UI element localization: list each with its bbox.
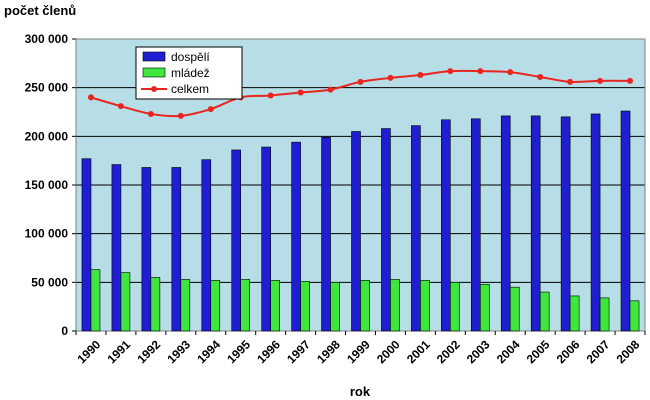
x-axis-title: rok — [350, 384, 371, 399]
point-celkem-2008 — [627, 77, 634, 84]
point-celkem-1991 — [117, 103, 124, 110]
y-tick-label: 0 — [61, 324, 68, 338]
bar-dospělí-1997 — [291, 141, 301, 332]
x-tick-label: 1999 — [344, 337, 373, 366]
bar-dospělí-1996 — [261, 146, 271, 332]
x-tick-label: 1993 — [164, 337, 193, 366]
bar-dospělí-1992 — [141, 167, 152, 332]
bar-mládež-1991 — [120, 272, 131, 332]
bar-mládež-1993 — [180, 279, 191, 332]
x-tick-label: 2000 — [374, 337, 403, 366]
bar-dospělí-2002 — [441, 119, 451, 332]
bar-mládež-2004 — [509, 286, 520, 332]
x-tick-label: 2004 — [494, 337, 523, 366]
y-tick-label: 100 000 — [25, 227, 69, 241]
point-celkem-2001 — [417, 72, 424, 79]
x-tick-label: 1991 — [104, 337, 133, 366]
x-tick-label: 2008 — [614, 337, 643, 366]
bar-mládež-1990 — [90, 269, 101, 332]
bar-mládež-2001 — [420, 280, 430, 332]
bar-mládež-1995 — [240, 279, 251, 332]
bar-mládež-2003 — [479, 283, 490, 332]
point-celkem-1994 — [207, 106, 214, 113]
x-tick-label: 2006 — [554, 337, 583, 366]
x-tick-label: 2005 — [524, 337, 553, 366]
bar-mládež-1994 — [210, 280, 221, 332]
legend-label-celkem: celkem — [171, 82, 209, 96]
bar-dospělí-2008 — [620, 110, 631, 332]
bar-mládež-1999 — [360, 280, 370, 332]
point-celkem-2007 — [597, 77, 604, 84]
bar-mládež-2002 — [450, 282, 460, 332]
bar-mládež-2007 — [599, 297, 610, 332]
bar-dospělí-1995 — [231, 149, 242, 332]
bar-dospělí-2007 — [590, 113, 601, 332]
legend-marker-celkem — [151, 86, 157, 92]
x-tick-label: 1996 — [254, 337, 283, 366]
bar-mládež-1996 — [270, 280, 280, 332]
bar-mládež-1992 — [150, 277, 161, 332]
point-celkem-1993 — [177, 112, 184, 119]
x-tick-label: 2001 — [404, 337, 433, 366]
bar-dospělí-1990 — [81, 158, 92, 332]
point-celkem-1999 — [357, 78, 364, 85]
y-tick-label: 150 000 — [25, 178, 69, 192]
bar-mládež-2000 — [390, 279, 400, 332]
bar-dospělí-2005 — [530, 115, 541, 332]
x-tick-label: 2007 — [584, 337, 613, 366]
x-tick-label: 1990 — [75, 337, 104, 366]
bar-dospělí-1991 — [111, 164, 122, 332]
bar-dospělí-2003 — [470, 118, 481, 332]
bar-dospělí-2006 — [560, 116, 571, 332]
point-celkem-1996 — [267, 92, 274, 99]
x-tick-label: 1995 — [224, 337, 253, 366]
x-axis-ticks: 1990 1991 1992 1993 1994 1995 1996 1997 1998 1999… — [75, 331, 646, 366]
legend-swatch-dospělí — [142, 51, 166, 62]
y-tick-label: 300 000 — [25, 32, 69, 46]
x-tick-label: 2003 — [464, 337, 493, 366]
point-celkem-1997 — [297, 89, 304, 96]
bar-dospělí-2000 — [381, 128, 391, 332]
bar-dospělí-2004 — [500, 115, 511, 332]
bar-mládež-1997 — [300, 281, 310, 332]
point-celkem-2002 — [447, 68, 454, 75]
point-celkem-2006 — [567, 78, 574, 85]
x-tick-label: 1998 — [314, 337, 343, 366]
bar-dospělí-2001 — [411, 125, 421, 332]
legend-swatch-mládež — [142, 67, 166, 78]
bar-mládež-2006 — [569, 295, 580, 332]
x-tick-label: 1994 — [194, 337, 223, 366]
legend-label-mládež: mládež — [171, 66, 210, 80]
point-celkem-1998 — [327, 86, 334, 93]
x-tick-label: 2002 — [434, 337, 463, 366]
x-tick-label: 1992 — [134, 337, 163, 366]
bar-mládež-2005 — [539, 291, 550, 332]
point-celkem-2004 — [507, 69, 514, 76]
x-tick-label: 1997 — [284, 337, 313, 366]
point-celkem-2000 — [387, 74, 394, 81]
plot-area — [75, 38, 646, 332]
y-axis-title: počet členů — [4, 3, 76, 18]
legend: dospělí mládež celkem — [135, 46, 243, 100]
bar-mládež-1998 — [330, 282, 340, 332]
y-tick-label: 50 000 — [31, 275, 68, 289]
y-axis-ticks: 0 50 000 100 000 150 000 200 000 250 000 300 0… — [25, 32, 76, 338]
y-tick-label: 250 000 — [25, 81, 69, 95]
point-celkem-1990 — [87, 94, 94, 101]
y-tick-label: 200 000 — [25, 129, 69, 143]
bar-mládež-2008 — [629, 300, 640, 332]
legend-label-dospělí: dospělí — [171, 50, 210, 64]
point-celkem-1992 — [147, 110, 154, 117]
point-celkem-2003 — [477, 68, 484, 75]
bar-dospělí-1994 — [201, 159, 212, 332]
point-celkem-2005 — [537, 73, 544, 80]
bar-dospělí-1999 — [351, 131, 361, 332]
bar-dospělí-1993 — [171, 167, 182, 332]
bar-dospělí-1998 — [321, 137, 331, 332]
